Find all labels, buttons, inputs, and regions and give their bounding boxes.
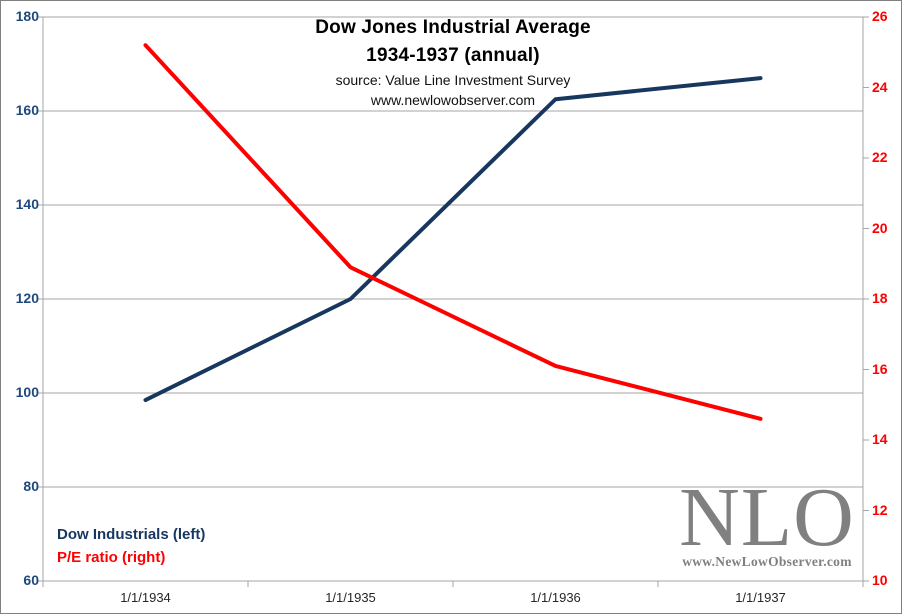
left-axis-label: 80 <box>23 478 39 494</box>
left-axis-label: 140 <box>15 196 39 212</box>
x-axis-label: 1/1/1934 <box>120 590 171 605</box>
left-axis-label: 60 <box>23 572 39 588</box>
x-axis-label: 1/1/1935 <box>325 590 376 605</box>
right-axis-label: 18 <box>872 290 888 306</box>
right-axis-label: 24 <box>872 78 888 95</box>
chart-source-url: www.newlowobserver.com <box>370 92 536 108</box>
right-axis-label: 22 <box>872 149 888 165</box>
chart-title-block: Dow Jones Industrial Average 1934-1937 (… <box>43 14 863 110</box>
right-axis-label: 20 <box>872 219 888 236</box>
left-axis-label: 120 <box>15 290 39 306</box>
left-axis-label: 100 <box>15 384 39 400</box>
right-axis-label: 10 <box>872 572 888 588</box>
left-axis-label: 180 <box>15 8 39 24</box>
chart-title: Dow Jones Industrial Average <box>315 17 591 38</box>
x-axis-label: 1/1/1937 <box>735 590 786 605</box>
chart-subtitle: 1934-1937 (annual) <box>366 45 540 66</box>
chart-source: source: Value Line Investment Survey <box>335 72 571 88</box>
right-axis-label: 12 <box>872 501 888 518</box>
pe-ratio-line <box>143 43 763 421</box>
right-axis-label: 14 <box>872 431 888 447</box>
legend-pe-ratio: P/E ratio (right) <box>57 549 166 566</box>
left-axis-label: 160 <box>15 102 39 118</box>
x-axis-label: 1/1/1936 <box>530 590 581 605</box>
nlo-logo-url: www.NewLowObserver.com <box>682 554 852 569</box>
right-axis-label: 16 <box>872 360 888 377</box>
legend-dow-industrials: Dow Industrials (left) <box>57 526 206 543</box>
right-axis-label: 26 <box>872 8 888 24</box>
nlo-logo-text: NLO <box>679 471 855 564</box>
dow-industrials-line <box>143 76 763 403</box>
legend: Dow Industrials (left) P/E ratio (right) <box>57 523 205 569</box>
nlo-logo: NLO www.NewLowObserver.com <box>669 471 865 570</box>
